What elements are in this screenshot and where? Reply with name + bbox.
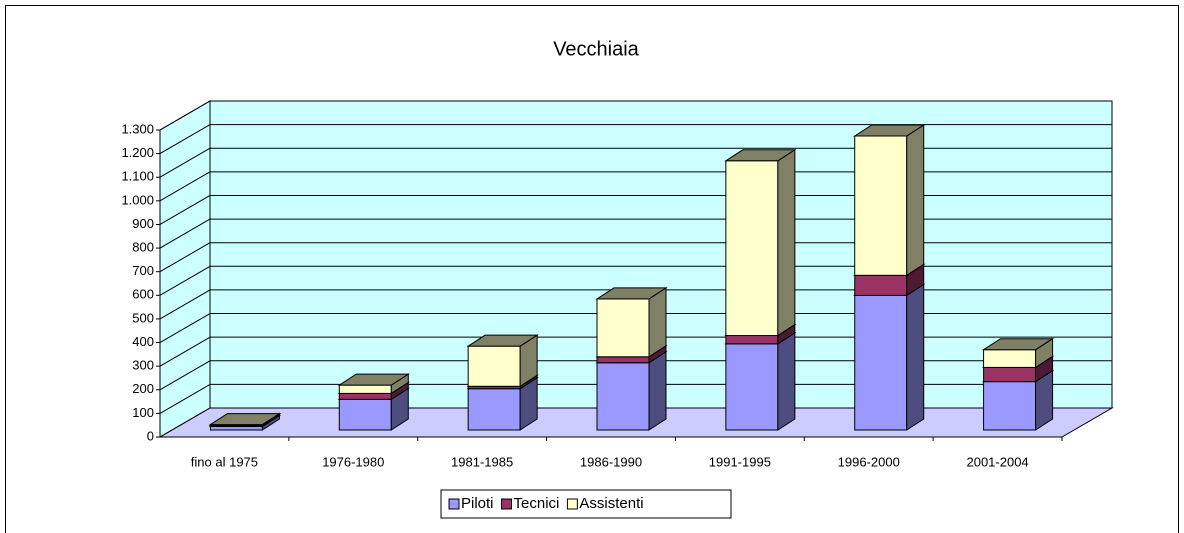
bar-top (724, 149, 797, 162)
bar-top (466, 334, 539, 347)
bar-front (725, 335, 779, 345)
x-tick-label: fino al 1975 (191, 454, 258, 469)
bar-front (983, 349, 1037, 368)
bar-front (338, 398, 392, 431)
grid-line (159, 383, 211, 414)
bar-front (338, 392, 392, 400)
legend-swatch (448, 498, 460, 510)
bar-segment (595, 287, 668, 358)
bar-front (338, 384, 392, 394)
chart-title: Vecchiaia (553, 38, 639, 60)
grid-line (159, 407, 211, 438)
legend-label: Assistenti (579, 495, 643, 512)
grid-line (159, 289, 211, 320)
grid-line (159, 147, 211, 178)
bar-segment (466, 334, 539, 388)
bar-segment (981, 337, 1055, 369)
y-tick-label: 1.100 (121, 169, 154, 184)
y-tick-label: 900 (132, 216, 154, 231)
grid-line (159, 100, 211, 131)
bar-front (209, 425, 263, 431)
legend-swatch (501, 498, 513, 510)
bar-side (777, 331, 796, 431)
y-tick-label: 500 (132, 310, 154, 325)
bar-top (981, 338, 1055, 351)
y-tick-label: 300 (132, 358, 154, 373)
grid-line (159, 218, 211, 249)
grid-line (159, 360, 211, 391)
grid-line (159, 242, 211, 273)
grid-line (159, 195, 211, 225)
y-tick-label: 1.300 (121, 121, 154, 136)
bar-top (208, 413, 282, 426)
bar-top (595, 287, 668, 300)
y-tick-label: 600 (132, 287, 154, 302)
y-tick-label: 1.000 (121, 192, 154, 207)
y-tick-label: 400 (132, 334, 154, 349)
x-tick-label: 1976-1980 (322, 454, 384, 469)
bar-side (777, 148, 796, 337)
grid-line (159, 265, 211, 296)
y-tick-label: 800 (132, 240, 154, 255)
y-tick-label: 100 (132, 405, 154, 420)
grid-line (159, 313, 211, 343)
x-tick-label: 1996-2000 (838, 454, 900, 469)
bar-side (906, 124, 925, 277)
bar-segment (208, 412, 282, 427)
bar-front (725, 343, 779, 431)
legend-box (440, 489, 732, 519)
bar-side (648, 287, 667, 358)
bar-front (596, 298, 650, 358)
x-tick-label: 1981-1985 (451, 454, 513, 469)
bar-front (854, 294, 908, 431)
x-tick-label: 1991-1995 (709, 454, 771, 469)
bar-front (596, 362, 650, 431)
bar-front (725, 160, 779, 337)
bar-front (983, 381, 1037, 431)
bar-front (983, 366, 1037, 383)
grid-line (159, 336, 211, 367)
bar-top (337, 373, 410, 386)
bar-top (853, 124, 926, 137)
x-tick-label: 1986-1990 (580, 454, 642, 469)
bar-segment (337, 373, 410, 395)
side-wall (159, 100, 211, 438)
bar-front (467, 345, 521, 387)
grid-line (159, 124, 211, 155)
grid-line (159, 171, 211, 202)
y-tick-label: 0 (147, 428, 154, 443)
bar-front (467, 388, 521, 431)
bar-segment (595, 350, 668, 431)
bar-segment (853, 124, 926, 277)
bar-front (854, 135, 908, 276)
y-tick-label: 700 (132, 263, 154, 278)
bar-segment (724, 331, 797, 431)
bar-segment (724, 148, 797, 337)
bar-segment (853, 283, 926, 431)
y-tick-label: 1.200 (121, 145, 154, 160)
bar-front (596, 356, 650, 364)
bar-segment (981, 369, 1055, 431)
bar-side (906, 283, 925, 431)
x-tick-label: 2001-2004 (966, 454, 1028, 469)
legend-swatch (566, 498, 578, 510)
legend-label: Tecnici (514, 495, 560, 512)
bar-side (648, 350, 667, 431)
bar-front (854, 274, 908, 296)
y-tick-label: 200 (132, 381, 154, 396)
legend-label: Piloti (461, 495, 494, 512)
